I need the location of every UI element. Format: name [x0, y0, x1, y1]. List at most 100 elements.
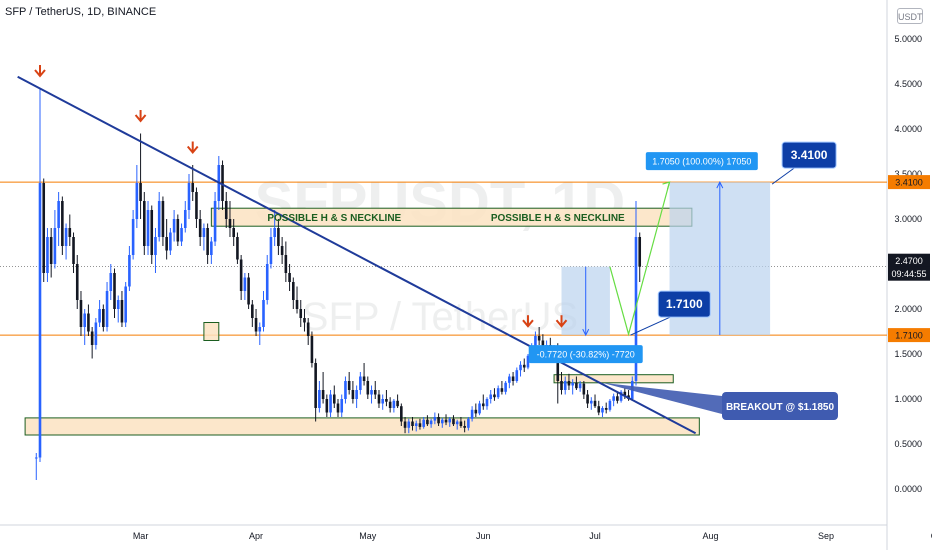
candle-body [49, 237, 53, 264]
candle-body [303, 318, 306, 323]
candle-body [292, 282, 295, 300]
y-tick-label: 2.0000 [894, 304, 922, 314]
candle-body [61, 201, 64, 246]
candle-body [578, 383, 582, 389]
candle-body [195, 192, 198, 219]
candle-body [143, 201, 146, 246]
candle-body [433, 417, 437, 421]
candle-body [172, 219, 176, 233]
candle-body [474, 409, 478, 414]
candle-body [377, 394, 381, 404]
candle-body [198, 219, 202, 237]
candle-body [355, 390, 358, 399]
candle-body [183, 210, 187, 228]
top-marker-arrowhead [34, 69, 46, 78]
candle-body [280, 246, 284, 255]
candle-body [325, 399, 329, 413]
candle-body [463, 426, 466, 428]
y-tick-label: 3.0000 [894, 214, 922, 224]
candle-body [68, 228, 72, 237]
candle-body [90, 331, 94, 345]
candle-body [243, 277, 247, 291]
price-label: 3.4100 [895, 178, 923, 188]
candle-body [176, 219, 180, 242]
left-shoulder-box [203, 322, 220, 341]
candle-body [459, 421, 463, 426]
candle-body [265, 264, 269, 300]
up-measure-label-bg [645, 152, 758, 171]
candle-body [426, 419, 429, 425]
y-tick-label: 1.5000 [894, 349, 922, 359]
candle-body [351, 390, 355, 399]
x-tick-label: May [359, 531, 377, 541]
candle-body [511, 376, 515, 381]
candle-body [515, 370, 519, 381]
candle-body [623, 391, 627, 396]
callout-target-leader [771, 167, 795, 185]
candle-body [634, 237, 638, 381]
candle-body [139, 183, 142, 201]
callout-target: 3.4100 [791, 148, 828, 162]
candle-body [590, 400, 593, 404]
candle-body [493, 394, 496, 398]
candle-body [448, 418, 452, 423]
candle-body [202, 228, 206, 237]
top-marker-arrowhead [134, 114, 147, 123]
candle-body [392, 400, 396, 408]
candle-body [262, 300, 265, 327]
candle-body [98, 309, 101, 323]
y-tick-label: 3.5000 [894, 169, 922, 179]
candle-body [221, 165, 224, 201]
candle-body [87, 313, 90, 332]
candle-body [109, 273, 113, 291]
candle-body [34, 457, 38, 459]
candle-body [508, 376, 511, 383]
candle-body [247, 277, 250, 305]
candle-body [541, 340, 545, 350]
candle-body [593, 400, 597, 407]
countdown-label: 09:44:55 [891, 269, 926, 279]
candle-body [42, 183, 46, 273]
candle-body [437, 417, 440, 424]
callout-retest-leader [630, 316, 671, 336]
candle-body [452, 418, 455, 425]
candle-body [414, 423, 418, 426]
candle-body [534, 336, 537, 347]
candle-body [500, 388, 504, 392]
y-tick-label: 0.0000 [894, 484, 922, 494]
candle-body [213, 201, 217, 242]
candle-body [161, 201, 165, 237]
candle-body [94, 322, 98, 345]
y-tick-label: 4.5000 [894, 79, 922, 89]
projection-path [609, 181, 671, 337]
candle-body [489, 394, 493, 399]
candle-body [381, 399, 384, 404]
candle-body [102, 309, 105, 327]
candle-body [526, 355, 530, 368]
candle-body [340, 399, 344, 413]
callout-retest: 1.7100 [666, 297, 703, 311]
currency-selector[interactable]: USDT [897, 8, 923, 24]
symbol-title: SFP / TetherUS, 1D, BINANCE [5, 6, 157, 18]
watermark-sub: SFP / TetherUS [302, 295, 578, 339]
candle-body [608, 400, 612, 410]
candle-body [206, 228, 209, 255]
candle-body [329, 394, 332, 413]
candle-body [146, 210, 150, 246]
countdown-label-bg [888, 266, 930, 281]
candle-body [481, 403, 485, 407]
candle-body [638, 237, 642, 267]
candle-body [150, 210, 154, 255]
candle-body [567, 381, 571, 386]
candle-body [586, 394, 589, 404]
candle-body [522, 364, 526, 368]
candle-body [403, 421, 407, 428]
candle-body [284, 255, 288, 273]
candle-body [418, 423, 422, 427]
candle-body [411, 421, 414, 426]
candle-body [388, 401, 392, 408]
breakout-callout-bg [722, 392, 838, 420]
candle-body [157, 201, 161, 237]
candle-body [571, 382, 574, 386]
candle-body [601, 408, 604, 413]
